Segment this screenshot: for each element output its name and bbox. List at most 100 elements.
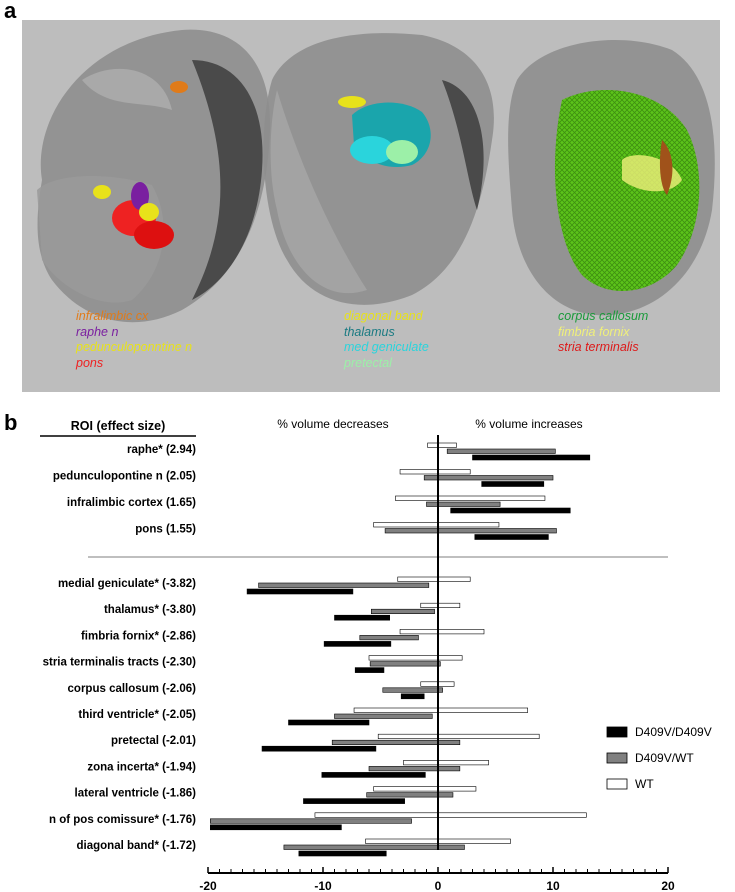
decreases-header: % volume decreases — [277, 417, 388, 431]
bar-d409v-wt-fimbria-fornix-2-86 — [359, 635, 419, 641]
bar-d409v-wt-lateral-ventricle-1-86 — [366, 792, 454, 798]
bar-wt-pedunculopontine-n-2-05 — [399, 469, 471, 475]
legend-label-wt: WT — [635, 777, 654, 791]
roi-label-raphe-2-94: raphe* (2.94) — [127, 444, 196, 456]
panel-a-letter: a — [4, 0, 17, 23]
roi-label-third-ventricle-2-05: third ventricle* (-2.05) — [78, 709, 196, 721]
bar-d409v-d409v-third-ventricle-2-05 — [288, 719, 370, 726]
bar-d409v-wt-third-ventricle-2-05 — [334, 713, 433, 719]
legend-diagonal-band: diagonal band — [344, 309, 423, 323]
raphe-n-shape — [131, 182, 149, 210]
bar-d409v-d409v-corpus-callosum-2-06 — [400, 693, 425, 700]
roi-label-thalamus-3-80: thalamus* (-3.80) — [104, 604, 196, 616]
bar-d409v-wt-stria-terminalis-tracts-2-30 — [369, 661, 441, 667]
bars — [210, 442, 591, 857]
legend-label-d409v-wt: D409V/WT — [635, 751, 694, 765]
pretectal-shape — [386, 140, 418, 164]
pedunculopontine-shape — [139, 203, 159, 221]
bar-d409v-d409v-n-of-pos-comissure-1-76 — [210, 824, 342, 831]
roi-label-fimbria-fornix-2-86: fimbria fornix* (-2.86) — [81, 630, 196, 642]
x-tick-label: 0 — [435, 879, 442, 892]
roi-label-pretectal-2-01: pretectal (-2.01) — [111, 735, 196, 747]
brain-renderings — [37, 29, 715, 323]
bar-d409v-d409v-pedunculopontine-n-2-05 — [481, 481, 545, 487]
bar-d409v-wt-raphe-2-94 — [446, 448, 556, 454]
legend-label-d409v-d409v: D409V/D409V — [635, 725, 712, 739]
bar-d409v-d409v-thalamus-3-80 — [334, 614, 391, 621]
bar-d409v-wt-thalamus-3-80 — [370, 608, 435, 614]
bar-wt-infralimbic-cortex-1-65 — [395, 495, 546, 501]
legend-corpus-callosum: corpus callosum — [558, 309, 649, 323]
x-tick-label: 10 — [546, 879, 560, 892]
bar-wt-third-ventricle-2-05 — [353, 707, 528, 713]
bar-wt-pretectal-2-01 — [377, 733, 540, 740]
bar-d409v-wt-diagonal-band-1-72 — [283, 844, 465, 850]
roi-label-pons-1-55: pons (1.55) — [135, 524, 196, 536]
bar-d409v-wt-medial-geniculate-3-82 — [258, 582, 430, 588]
roi-label-infralimbic-cortex-1-65: infralimbic cortex (1.65) — [67, 497, 196, 509]
legend-fimbria-fornix: fimbria fornix — [558, 324, 630, 339]
legend-pedunculoponntine-n: pedunculoponntine n — [76, 340, 193, 354]
legend-pons: pons — [76, 355, 104, 370]
legend-swatch-d409v-wt — [606, 752, 628, 764]
bar-d409v-d409v-zona-incerta-1-94 — [321, 772, 426, 778]
bar-d409v-d409v-diagonal-band-1-72 — [298, 850, 387, 857]
bar-wt-stria-terminalis-tracts-2-30 — [368, 655, 463, 661]
roi-label-diagonal-band-1-72: diagonal band* (-1.72) — [77, 840, 197, 852]
roi-label-stria-terminalis-tracts-2-30: stria terminalis tracts (-2.30) — [43, 657, 197, 669]
brain-render-panel: infralimbic cx raphe n pedunculoponntine… — [22, 20, 720, 392]
brain-rendering-right — [508, 40, 715, 316]
bar-d409v-d409v-fimbria-fornix-2-86 — [323, 641, 392, 647]
roi-label-corpus-callosum-2-06: corpus callosum (-2.06) — [68, 683, 197, 695]
brain-rendering-middle — [263, 33, 494, 305]
chart-legend: D409V/D409V D409V/WT WT — [606, 725, 712, 791]
legend-column-1: infralimbic cx raphe n pedunculoponntine… — [76, 309, 192, 371]
bar-wt-medial-geniculate-3-82 — [397, 576, 471, 582]
roi-label-n-of-pos-comissure-1-76: n of pos comissure* (-1.76) — [49, 814, 196, 826]
legend-med-geniculate: med geniculate — [344, 340, 429, 354]
bar-d409v-d409v-pretectal-2-01 — [261, 745, 377, 752]
x-tick-label: -10 — [314, 879, 332, 892]
bar-d409v-d409v-stria-terminalis-tracts-2-30 — [354, 667, 385, 673]
roi-label-pedunculopontine-n-2-05: pedunculopontine n (2.05) — [53, 471, 196, 483]
x-axis: -20 -10 0 10 20 — [199, 867, 675, 892]
bar-wt-n-of-pos-comissure-1-76 — [314, 812, 587, 818]
bar-wt-lateral-ventricle-1-86 — [373, 786, 477, 792]
legend-swatch-d409v-d409v — [606, 726, 628, 738]
roi-header: ROI (effect size) — [71, 419, 165, 433]
bar-wt-raphe-2-94 — [427, 442, 457, 448]
legend-swatch-wt — [606, 778, 628, 790]
legend-column-2: diagonal band thalamus med geniculate pr… — [344, 309, 429, 371]
bar-d409v-wt-pretectal-2-01 — [331, 739, 461, 746]
corpus-callosum-shape — [554, 90, 700, 292]
bar-d409v-wt-n-of-pos-comissure-1-76 — [210, 818, 412, 824]
roi-label-medial-geniculate-3-82: medial geniculate* (-3.82) — [58, 578, 196, 590]
bar-d409v-d409v-medial-geniculate-3-82 — [246, 588, 354, 595]
legend-stria-terminalis: stria terminalis — [558, 340, 639, 354]
bar-d409v-wt-pons-1-55 — [384, 528, 557, 534]
legend-column-3: corpus callosum fimbria fornix stria ter… — [558, 309, 648, 356]
roi-label-lateral-ventricle-1-86: lateral ventricle (-1.86) — [75, 788, 197, 800]
brain-rendering-left — [37, 29, 271, 323]
bar-d409v-d409v-pons-1-55 — [474, 534, 549, 540]
diagonal-band-shape — [338, 96, 366, 108]
bar-d409v-wt-zona-incerta-1-94 — [368, 766, 461, 772]
bar-d409v-d409v-lateral-ventricle-1-86 — [303, 798, 405, 804]
bar-d409v-wt-infralimbic-cortex-1-65 — [426, 501, 501, 507]
legend-infralimbic-cx: infralimbic cx — [76, 309, 149, 323]
bar-d409v-d409v-raphe-2-94 — [472, 454, 591, 461]
bar-wt-pons-1-55 — [373, 522, 500, 528]
volume-change-chart: ROI (effect size) % volume decreases % v… — [40, 417, 712, 892]
x-tick-label: -20 — [199, 879, 217, 892]
bar-wt-thalamus-3-80 — [420, 602, 461, 608]
legend-pretectal: pretectal — [344, 355, 392, 370]
legend-raphe-n: raphe n — [76, 324, 119, 339]
roi-labels: raphe* (2.94) pedunculopontine n (2.05) in… — [43, 444, 197, 852]
panel-b-letter: b — [4, 410, 18, 435]
increases-header: % volume increases — [475, 417, 582, 431]
roi-label-zona-incerta-1-94: zona incerta* (-1.94) — [87, 761, 196, 773]
bar-d409v-wt-corpus-callosum-2-06 — [382, 687, 443, 693]
bar-wt-fimbria-fornix-2-86 — [399, 629, 485, 635]
legend-thalamus: thalamus — [344, 324, 395, 339]
x-tick-label: 20 — [661, 879, 675, 892]
